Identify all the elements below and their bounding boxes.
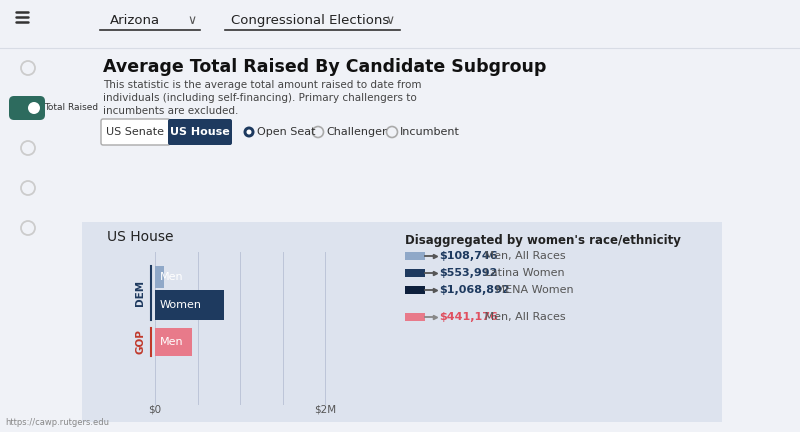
- Text: US Senate: US Senate: [106, 127, 164, 137]
- FancyBboxPatch shape: [405, 286, 425, 294]
- Text: ∨: ∨: [187, 14, 197, 27]
- Text: $553,992: $553,992: [439, 268, 498, 278]
- FancyBboxPatch shape: [82, 222, 722, 422]
- Text: Congressional Elections: Congressional Elections: [231, 14, 389, 27]
- Text: Men: Men: [160, 272, 184, 282]
- Text: Arizona: Arizona: [110, 14, 160, 27]
- Text: $2M: $2M: [314, 405, 336, 415]
- Circle shape: [243, 127, 254, 137]
- FancyBboxPatch shape: [155, 290, 224, 320]
- Text: Disaggregated by women's race/ethnicity: Disaggregated by women's race/ethnicity: [405, 234, 681, 247]
- FancyBboxPatch shape: [9, 96, 45, 120]
- Text: $441,176: $441,176: [439, 312, 498, 322]
- Text: This statistic is the average total amount raised to date from: This statistic is the average total amou…: [103, 80, 422, 90]
- FancyBboxPatch shape: [405, 313, 425, 321]
- FancyBboxPatch shape: [405, 252, 425, 260]
- Text: DEM: DEM: [135, 280, 145, 306]
- Text: Men, All Races: Men, All Races: [482, 312, 566, 322]
- Text: Open Seat: Open Seat: [257, 127, 315, 137]
- FancyBboxPatch shape: [155, 266, 164, 288]
- Text: GOP: GOP: [135, 330, 145, 354]
- FancyBboxPatch shape: [168, 119, 232, 145]
- FancyBboxPatch shape: [405, 269, 425, 277]
- Text: Latina Women: Latina Women: [482, 268, 565, 278]
- Text: US House: US House: [107, 230, 174, 244]
- Text: Incumbent: Incumbent: [400, 127, 460, 137]
- FancyBboxPatch shape: [155, 328, 193, 356]
- FancyBboxPatch shape: [101, 119, 170, 145]
- Text: $0: $0: [149, 405, 162, 415]
- Text: https://cawp.rutgers.edu: https://cawp.rutgers.edu: [5, 418, 109, 427]
- Text: $108,746: $108,746: [439, 251, 498, 261]
- Text: incumbents are excluded.: incumbents are excluded.: [103, 106, 238, 116]
- Text: Men: Men: [160, 337, 184, 347]
- Text: Men, All Races: Men, All Races: [482, 251, 566, 261]
- Text: individuals (including self-financing). Primary challengers to: individuals (including self-financing). …: [103, 93, 417, 103]
- Text: Women: Women: [160, 300, 202, 310]
- Text: MENA Women: MENA Women: [492, 285, 574, 295]
- Circle shape: [28, 102, 40, 114]
- Circle shape: [246, 130, 251, 134]
- Text: Average Total Raised By Candidate Subgroup: Average Total Raised By Candidate Subgro…: [103, 58, 546, 76]
- Text: US House: US House: [170, 127, 230, 137]
- Text: Challenger: Challenger: [326, 127, 386, 137]
- Text: ∨: ∨: [386, 14, 394, 27]
- Text: Total Raised: Total Raised: [44, 104, 98, 112]
- Text: $1,068,892: $1,068,892: [439, 285, 510, 295]
